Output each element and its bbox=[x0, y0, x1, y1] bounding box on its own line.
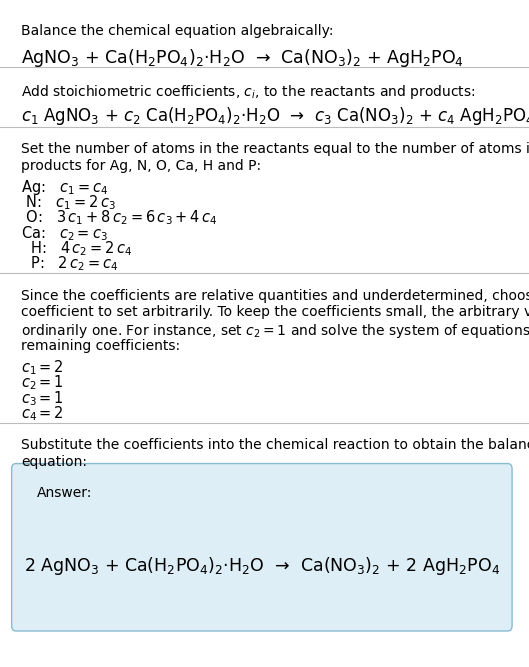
Text: equation:: equation: bbox=[21, 455, 87, 469]
Text: H:   $4\,c_2 = 2\,c_4$: H: $4\,c_2 = 2\,c_4$ bbox=[21, 239, 133, 258]
Text: ordinarily one. For instance, set $c_2 = 1$ and solve the system of equations fo: ordinarily one. For instance, set $c_2 =… bbox=[21, 322, 529, 340]
Text: Ca:   $c_2 = c_3$: Ca: $c_2 = c_3$ bbox=[21, 224, 108, 243]
Text: coefficient to set arbitrarily. To keep the coefficients small, the arbitrary va: coefficient to set arbitrarily. To keep … bbox=[21, 305, 529, 319]
Text: Balance the chemical equation algebraically:: Balance the chemical equation algebraica… bbox=[21, 24, 334, 38]
Text: 2 AgNO$_3$ + Ca(H$_2$PO$_4$)$_2$·H$_2$O  →  Ca(NO$_3$)$_2$ + 2 AgH$_2$PO$_4$: 2 AgNO$_3$ + Ca(H$_2$PO$_4$)$_2$·H$_2$O … bbox=[24, 555, 500, 577]
Text: products for Ag, N, O, Ca, H and P:: products for Ag, N, O, Ca, H and P: bbox=[21, 159, 261, 173]
Text: $c_1 = 2$: $c_1 = 2$ bbox=[21, 358, 64, 377]
Text: P:   $2\,c_2 = c_4$: P: $2\,c_2 = c_4$ bbox=[21, 255, 118, 273]
Text: Set the number of atoms in the reactants equal to the number of atoms in the: Set the number of atoms in the reactants… bbox=[21, 142, 529, 156]
Text: $c_2 = 1$: $c_2 = 1$ bbox=[21, 374, 64, 392]
Text: Answer:: Answer: bbox=[37, 486, 93, 500]
Text: $c_1$ AgNO$_3$ + $c_2$ Ca(H$_2$PO$_4$)$_2$·H$_2$O  →  $c_3$ Ca(NO$_3$)$_2$ + $c_: $c_1$ AgNO$_3$ + $c_2$ Ca(H$_2$PO$_4$)$_… bbox=[21, 105, 529, 127]
Text: Substitute the coefficients into the chemical reaction to obtain the balanced: Substitute the coefficients into the che… bbox=[21, 438, 529, 452]
Text: O:   $3\,c_1 + 8\,c_2 = 6\,c_3 + 4\,c_4$: O: $3\,c_1 + 8\,c_2 = 6\,c_3 + 4\,c_4$ bbox=[21, 209, 218, 227]
Text: Add stoichiometric coefficients, $c_i$, to the reactants and products:: Add stoichiometric coefficients, $c_i$, … bbox=[21, 83, 476, 101]
FancyBboxPatch shape bbox=[12, 464, 512, 631]
Text: Ag:   $c_1 = c_4$: Ag: $c_1 = c_4$ bbox=[21, 178, 108, 197]
Text: $c_4 = 2$: $c_4 = 2$ bbox=[21, 404, 64, 423]
Text: AgNO$_3$ + Ca(H$_2$PO$_4$)$_2$·H$_2$O  →  Ca(NO$_3$)$_2$ + AgH$_2$PO$_4$: AgNO$_3$ + Ca(H$_2$PO$_4$)$_2$·H$_2$O → … bbox=[21, 47, 464, 69]
Text: Since the coefficients are relative quantities and underdetermined, choose a: Since the coefficients are relative quan… bbox=[21, 289, 529, 303]
Text: N:   $c_1 = 2\,c_3$: N: $c_1 = 2\,c_3$ bbox=[21, 193, 116, 212]
Text: remaining coefficients:: remaining coefficients: bbox=[21, 339, 180, 353]
Text: $c_3 = 1$: $c_3 = 1$ bbox=[21, 389, 64, 408]
